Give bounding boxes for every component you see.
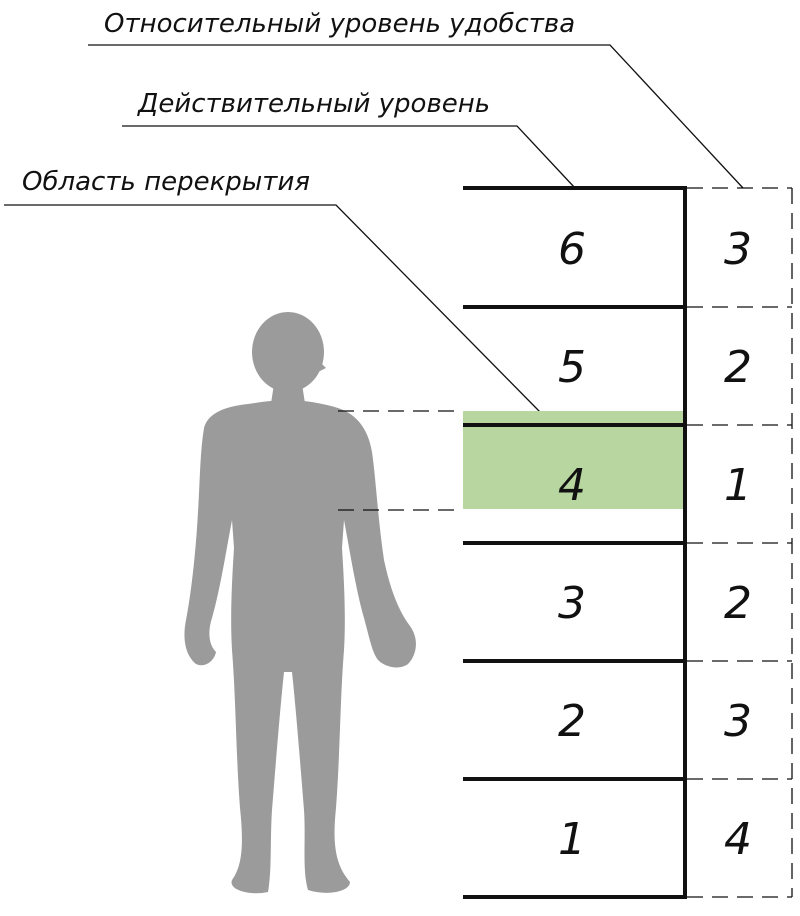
overlap-highlight: [463, 411, 685, 509]
relative-level-top: 3: [724, 224, 752, 275]
actual-level-2: 2: [558, 696, 586, 747]
label-actual-level: Действительный уровень: [137, 89, 490, 119]
relative-level-fifth: 3: [724, 696, 752, 747]
leader-actual-level: [122, 125, 576, 189]
label-relative-comfort: Относительный уровень удобства: [104, 9, 575, 39]
leader-relative-comfort: [88, 44, 744, 189]
relative-level-bottom: 4: [724, 814, 752, 865]
leader-overlap-area: [4, 204, 541, 413]
actual-level-1: 1: [558, 814, 586, 865]
actual-level-4: 4: [558, 460, 586, 511]
actual-level-3: 3: [558, 578, 586, 629]
relative-level-third: 1: [724, 460, 752, 511]
actual-level-5: 5: [558, 342, 586, 393]
relative-level-fourth: 2: [724, 578, 752, 629]
relative-level-second: 2: [724, 342, 752, 393]
label-overlap-area: Область перекрытия: [22, 167, 310, 197]
human-silhouette-icon: [184, 312, 416, 894]
actual-level-6: 6: [558, 224, 586, 275]
